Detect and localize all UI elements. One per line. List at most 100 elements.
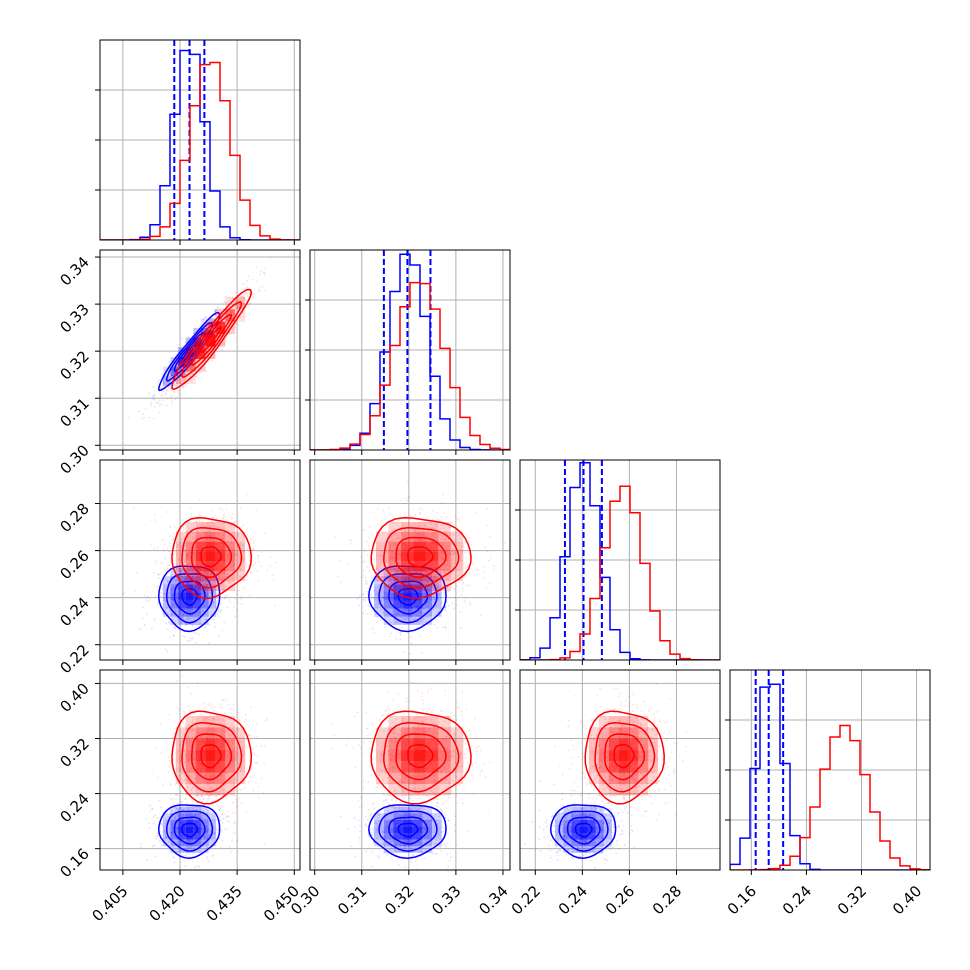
scatter-point — [215, 572, 218, 575]
density-block — [450, 551, 464, 562]
scatter-point — [229, 525, 232, 528]
scatter-point — [427, 581, 429, 584]
scatter-point — [203, 570, 206, 573]
density-block — [162, 608, 171, 617]
scatter-point — [190, 357, 193, 359]
scatter-point — [221, 537, 224, 540]
scatter-point — [199, 514, 202, 517]
scatter-point — [182, 809, 185, 812]
scatter-point — [215, 592, 217, 595]
scatter-point — [266, 569, 269, 572]
scatter-point — [170, 834, 173, 837]
scatter-point — [183, 548, 186, 551]
scatter-point — [442, 569, 445, 572]
scatter-point — [202, 702, 205, 705]
scatter-point — [179, 394, 182, 396]
scatter-point — [381, 587, 384, 590]
scatter-point — [206, 824, 209, 827]
scatter-point — [184, 797, 187, 800]
scatter-point — [390, 582, 393, 585]
scatter-point — [377, 855, 380, 858]
scatter-point — [262, 271, 265, 274]
scatter-point — [242, 753, 245, 756]
scatter-point — [205, 316, 208, 318]
scatter-point — [180, 777, 183, 780]
scatter-point — [170, 590, 172, 593]
scatter-point — [243, 550, 245, 552]
scatter-point — [177, 851, 179, 854]
scatter-point — [179, 791, 182, 794]
scatter-point — [376, 828, 379, 831]
scatter-point — [431, 526, 434, 529]
scatter-point — [383, 844, 386, 847]
scatter-point — [221, 699, 224, 702]
scatter-point — [200, 580, 202, 582]
scatter-point — [175, 582, 178, 585]
scatter-point — [203, 532, 206, 535]
scatter-point — [182, 721, 185, 724]
scatter-point — [375, 576, 378, 579]
scatter-point — [152, 386, 155, 388]
scatter-point — [208, 834, 211, 837]
scatter-point — [195, 805, 197, 808]
scatter-point — [225, 816, 228, 818]
scatter-point — [406, 480, 409, 483]
scatter-point — [170, 588, 172, 591]
scatter-point — [257, 785, 260, 788]
scatter-point — [198, 623, 201, 626]
scatter-point — [384, 559, 387, 561]
scatter-point — [235, 598, 238, 601]
scatter-point — [178, 709, 181, 711]
scatter-point — [163, 585, 166, 588]
scatter-point — [451, 550, 454, 553]
scatter-point — [244, 714, 247, 716]
scatter-point — [436, 582, 439, 584]
scatter-point — [398, 574, 401, 577]
scatter-point — [187, 579, 190, 582]
scatter-point — [203, 835, 205, 838]
scatter-point — [402, 795, 405, 797]
scatter-point — [432, 527, 435, 530]
scatter-point — [365, 582, 368, 585]
scatter-point — [201, 817, 203, 820]
scatter-point — [237, 727, 240, 730]
scatter-point — [202, 798, 205, 800]
density-block — [185, 608, 194, 617]
scatter-point — [451, 602, 453, 605]
scatter-point — [410, 642, 413, 645]
scatter-point — [150, 543, 152, 546]
scatter-point — [164, 588, 167, 591]
density-block — [403, 592, 413, 601]
scatter-point — [383, 585, 385, 588]
scatter-point — [190, 581, 193, 584]
density-block — [185, 772, 196, 785]
scatter-point — [237, 571, 240, 574]
scatter-point — [242, 544, 245, 547]
density-block — [422, 584, 432, 593]
scatter-point — [177, 378, 180, 381]
scatter-point — [242, 295, 245, 297]
scatter-point — [394, 533, 397, 536]
scatter-point — [175, 808, 178, 811]
scatter-point — [258, 289, 261, 292]
scatter-point — [241, 746, 244, 749]
scatter-point — [241, 283, 244, 285]
scatter-point — [227, 572, 230, 575]
density-block — [403, 568, 413, 577]
density-block — [422, 600, 432, 609]
scatter-point — [236, 303, 239, 306]
scatter-point — [373, 632, 376, 634]
scatter-point — [203, 530, 206, 533]
scatter-point — [256, 570, 258, 572]
scatter-point — [373, 807, 376, 810]
scatter-point — [199, 575, 202, 577]
scatter-point — [360, 505, 363, 508]
scatter-point — [239, 507, 242, 510]
scatter-point — [373, 590, 376, 592]
scatter-point — [461, 583, 463, 586]
density-block — [374, 584, 384, 593]
scatter-point — [376, 547, 379, 550]
scatter-point — [184, 636, 187, 639]
scatter-point — [253, 292, 256, 295]
scatter-point — [350, 845, 353, 848]
